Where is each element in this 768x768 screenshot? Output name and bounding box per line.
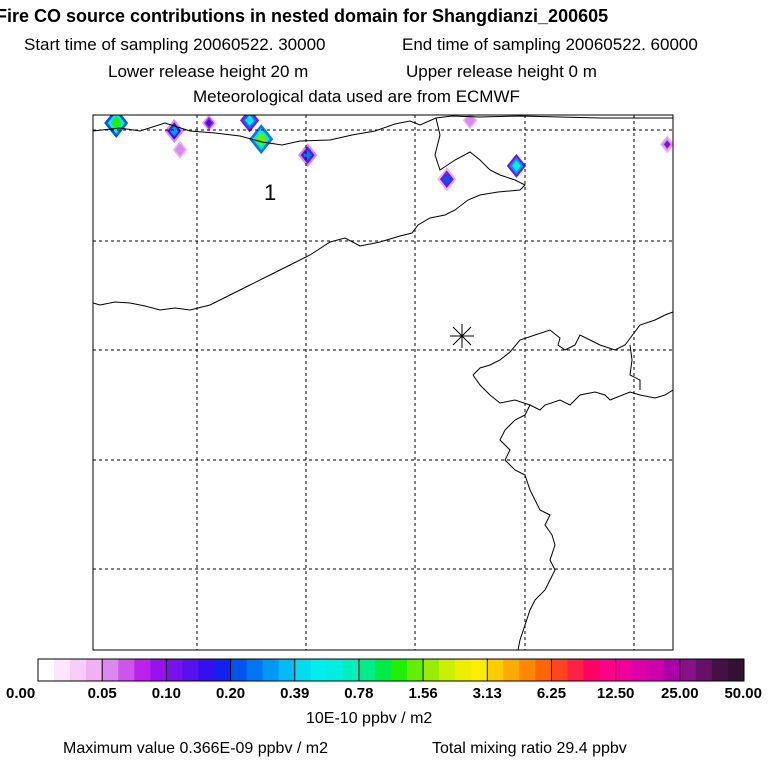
legend-color-cell <box>230 659 248 681</box>
legend-color-cell <box>663 659 681 681</box>
legend-tick-label: 6.25 <box>537 685 566 702</box>
legend-color-cell <box>711 659 729 681</box>
concentration-hotspot <box>663 140 671 149</box>
concentration-hotspot <box>110 116 122 130</box>
legend-tick-label: 0.39 <box>280 685 309 702</box>
legend-tick-label: 3.13 <box>473 685 502 702</box>
map-border <box>92 114 674 651</box>
legend-color-cell <box>391 659 408 681</box>
legend-color-cell <box>567 659 585 681</box>
legend-color-cell <box>551 659 568 681</box>
legend-color-cell <box>70 659 87 681</box>
legend-tick-label: 0.05 <box>88 685 117 702</box>
maximum-value-label: Maximum value 0.366E-09 ppbv / m2 <box>63 740 329 757</box>
legend-color-cell <box>310 659 328 681</box>
legend-tick-label: 1.56 <box>408 685 437 702</box>
legend-color-cell <box>358 659 376 681</box>
legend-color-cell <box>439 659 456 681</box>
legend-tick-label: 0.78 <box>344 685 373 702</box>
legend-color-cell <box>38 659 55 681</box>
legend-color-cell <box>423 659 440 681</box>
coastline <box>93 115 673 650</box>
legend-color-cell <box>214 659 232 681</box>
legend-color-cell <box>262 659 280 681</box>
legend-color-cell <box>182 659 199 681</box>
concentration-hotspot <box>303 149 312 161</box>
legend-color-cell <box>86 659 103 681</box>
concentration-hotspot <box>169 125 179 137</box>
legend-tick-label: 25.00 <box>661 685 699 702</box>
upper-release-height-label: Upper release height 0 m <box>406 62 597 81</box>
legend-color-cell <box>150 659 167 681</box>
lat-lon-grid <box>93 115 673 650</box>
legend-color-cell <box>342 659 360 681</box>
end-time-label: End time of sampling 20060522. 60000 <box>402 35 698 54</box>
legend-color-cell <box>166 659 183 681</box>
legend-color-cell <box>615 659 633 681</box>
legend-tick-label: 50.00 <box>724 685 762 702</box>
concentration-hotspot <box>512 160 521 172</box>
legend-color-cell <box>134 659 151 681</box>
legend-color-cell <box>487 659 504 681</box>
concentration-hotspot <box>245 115 254 126</box>
legend-tick-label: 0.00 <box>6 685 35 702</box>
legend-color-cell <box>471 659 488 681</box>
legend-color-cell <box>54 659 71 681</box>
legend-color-cell <box>583 659 601 681</box>
legend-color-cell <box>631 659 649 681</box>
concentration-hotspot <box>176 145 184 154</box>
legend-color-cell <box>374 659 392 681</box>
legend-tick-label: 0.10 <box>152 685 181 702</box>
legend-color-cell <box>519 659 536 681</box>
met-data-label: Meteorological data used are from ECMWF <box>193 87 520 106</box>
legend-color-cell <box>679 659 697 681</box>
legend-tick-label: 0.20 <box>216 685 245 702</box>
legend-color-cell <box>695 659 713 681</box>
start-time-label: Start time of sampling 20060522. 30000 <box>24 35 326 54</box>
concentration-hotspot <box>205 118 213 128</box>
chart-title: Fire CO source contributions in nested d… <box>0 6 609 26</box>
total-mixing-ratio-label: Total mixing ratio 29.4 ppbv <box>432 740 627 757</box>
legend-color-cell <box>535 659 552 681</box>
concentration-field <box>104 115 673 192</box>
legend-color-cell <box>599 659 617 681</box>
legend-color-cell <box>647 659 665 681</box>
legend-color-cell <box>246 659 264 681</box>
lower-release-height-label: Lower release height 20 m <box>108 62 309 81</box>
legend-color-cell <box>118 659 135 681</box>
legend-color-cell <box>198 659 215 681</box>
receptor-station-marker <box>450 324 474 348</box>
map-label: 1 <box>264 180 276 205</box>
concentration-hotspot <box>466 116 474 125</box>
legend-color-cell <box>102 659 119 681</box>
legend-color-cell <box>727 659 745 681</box>
concentration-hotspot <box>442 173 452 185</box>
legend-units: 10E-10 ppbv / m2 <box>306 710 433 727</box>
legend-colorbar <box>37 658 745 682</box>
legend-color-cell <box>407 659 424 681</box>
legend-color-cell <box>503 659 520 681</box>
legend-color-cell <box>455 659 472 681</box>
legend-tick-label: 12.50 <box>597 685 635 702</box>
legend-color-cell <box>278 659 296 681</box>
legend-color-cell <box>294 659 312 681</box>
legend-color-cell <box>326 659 344 681</box>
legend-tick-labels: 0.00 0.05 0.10 0.20 0.39 0.78 1.56 3.13 6.25 12.5… <box>6 659 762 702</box>
